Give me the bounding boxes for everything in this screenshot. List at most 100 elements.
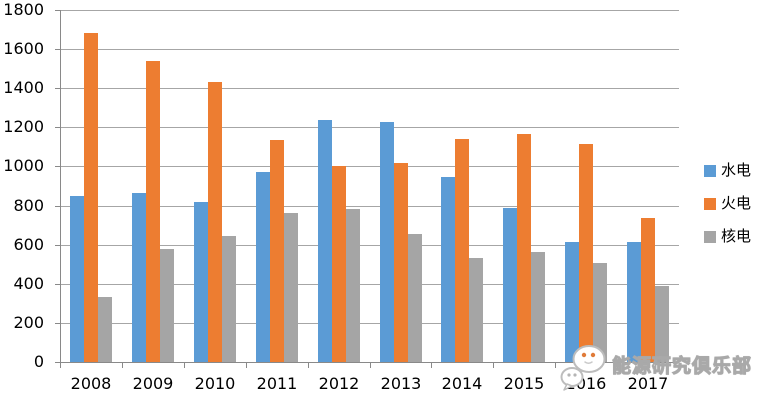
x-axis-line bbox=[60, 362, 679, 363]
bar-group-2017 bbox=[617, 10, 679, 362]
y-axis-label-1400: 1400 bbox=[3, 78, 44, 97]
bar-火电-2008 bbox=[84, 33, 98, 362]
legend-swatch-水电 bbox=[704, 164, 716, 177]
y-tick-1200 bbox=[55, 127, 60, 128]
wechat-icon bbox=[560, 345, 606, 391]
y-tick-1800 bbox=[55, 10, 60, 11]
gridline-1600 bbox=[60, 49, 679, 50]
y-tick-800 bbox=[55, 206, 60, 207]
x-axis-label-2013: 2013 bbox=[380, 374, 422, 393]
y-axis-label-1600: 1600 bbox=[3, 39, 44, 58]
bar-核电-2013 bbox=[408, 234, 422, 362]
gridline-1200 bbox=[60, 127, 679, 128]
bar-核电-2012 bbox=[346, 209, 360, 362]
bar-火电-2010 bbox=[208, 82, 222, 362]
legend-swatch-火电 bbox=[704, 197, 716, 210]
bar-group-2011 bbox=[246, 10, 308, 362]
bar-火电-2011 bbox=[270, 140, 284, 362]
bar-水电-2008 bbox=[70, 196, 84, 362]
legend-item-核电: 核电 bbox=[704, 226, 751, 247]
bar-核电-2008 bbox=[98, 297, 112, 362]
x-tick bbox=[617, 363, 618, 368]
gridline-400 bbox=[60, 284, 679, 285]
y-tick-400 bbox=[55, 284, 60, 285]
x-tick bbox=[246, 363, 247, 368]
bar-火电-2009 bbox=[146, 61, 160, 362]
bar-group-2015 bbox=[493, 10, 555, 362]
y-tick-1400 bbox=[55, 88, 60, 89]
legend: 水电 火电 核电 bbox=[704, 160, 751, 259]
bar-水电-2017 bbox=[627, 242, 641, 362]
y-tick-200 bbox=[55, 323, 60, 324]
gridline-1800 bbox=[60, 10, 679, 11]
bar-水电-2016 bbox=[565, 242, 579, 362]
y-axis-label-400: 400 bbox=[13, 274, 44, 293]
bar-核电-2014 bbox=[469, 258, 483, 362]
y-axis-label-1200: 1200 bbox=[3, 117, 44, 136]
legend-item-水电: 水电 bbox=[704, 160, 751, 181]
x-tick bbox=[308, 363, 309, 368]
bar-火电-2014 bbox=[455, 139, 469, 362]
gridline-800 bbox=[60, 206, 679, 207]
x-tick bbox=[184, 363, 185, 368]
legend-label-火电: 火电 bbox=[721, 194, 752, 212]
bar-水电-2014 bbox=[441, 177, 455, 362]
y-axis-label-0: 0 bbox=[33, 352, 44, 371]
y-axis-label-800: 800 bbox=[13, 196, 44, 215]
bar-group-2010 bbox=[184, 10, 246, 362]
x-axis-label-2008: 2008 bbox=[70, 374, 112, 393]
bar-火电-2017 bbox=[641, 218, 655, 362]
bar-火电-2013 bbox=[394, 163, 408, 362]
x-axis-label-2015: 2015 bbox=[503, 374, 545, 393]
y-axis-line bbox=[60, 10, 61, 367]
bar-水电-2012 bbox=[318, 120, 332, 362]
bar-水电-2013 bbox=[380, 122, 394, 362]
y-tick-0 bbox=[55, 362, 60, 363]
x-tick bbox=[555, 363, 556, 368]
gridline-600 bbox=[60, 245, 679, 246]
gridline-1400 bbox=[60, 88, 679, 89]
x-tick bbox=[370, 363, 371, 368]
bar-核电-2016 bbox=[593, 263, 607, 362]
watermark-text: 能源研究俱乐部 bbox=[611, 355, 753, 378]
legend-label-水电: 水电 bbox=[721, 161, 752, 179]
bar-group-2012 bbox=[308, 10, 370, 362]
y-axis-label-200: 200 bbox=[13, 313, 44, 332]
legend-swatch-核电 bbox=[704, 230, 716, 243]
y-axis-label-1000: 1000 bbox=[3, 156, 44, 175]
x-axis-label-2012: 2012 bbox=[318, 374, 360, 393]
gridline-1000 bbox=[60, 166, 679, 167]
bar-水电-2011 bbox=[256, 172, 270, 362]
bar-group-2016 bbox=[555, 10, 617, 362]
y-tick-600 bbox=[55, 245, 60, 246]
x-tick bbox=[493, 363, 494, 368]
bar-火电-2016 bbox=[579, 144, 593, 362]
x-axis-label-2009: 2009 bbox=[132, 374, 174, 393]
bar-group-2009 bbox=[122, 10, 184, 362]
bar-group-2008 bbox=[60, 10, 122, 362]
bar-核电-2017 bbox=[655, 286, 669, 362]
y-tick-1000 bbox=[55, 166, 60, 167]
bar-核电-2011 bbox=[284, 213, 298, 362]
x-tick bbox=[431, 363, 432, 368]
bar-group-2014 bbox=[431, 10, 493, 362]
x-axis-label-2011: 2011 bbox=[256, 374, 298, 393]
legend-label-核电: 核电 bbox=[721, 227, 752, 245]
bar-水电-2009 bbox=[132, 193, 146, 362]
bar-group-2013 bbox=[370, 10, 432, 362]
watermark: 能源研究俱乐部 bbox=[560, 341, 752, 391]
bar-核电-2015 bbox=[531, 252, 545, 362]
x-axis-label-2014: 2014 bbox=[441, 374, 483, 393]
y-axis-label-600: 600 bbox=[13, 235, 44, 254]
y-tick-1600 bbox=[55, 49, 60, 50]
x-tick bbox=[679, 363, 680, 368]
bar-火电-2015 bbox=[517, 134, 531, 362]
bar-火电-2012 bbox=[332, 166, 346, 362]
bar-核电-2010 bbox=[222, 236, 236, 362]
x-axis-label-2017: 2017 bbox=[627, 374, 669, 393]
x-axis-label-2010: 2010 bbox=[194, 374, 236, 393]
legend-item-火电: 火电 bbox=[704, 193, 751, 214]
bar-水电-2015 bbox=[503, 208, 517, 362]
bar-核电-2009 bbox=[160, 249, 174, 362]
